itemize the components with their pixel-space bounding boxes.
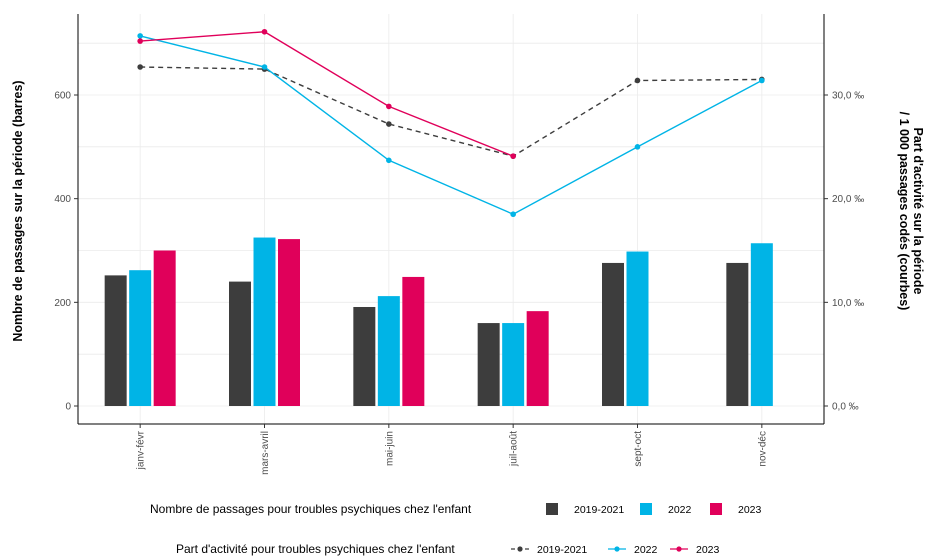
series-point — [386, 103, 392, 110]
bar — [353, 306, 376, 406]
bar — [477, 323, 500, 406]
x-tick-label: juil-août — [509, 431, 520, 467]
axes-layer: 0 200 400 600 0,0 ‰ 10,0 ‰ 20,0 ‰ 30,0 ‰ janv-fé… — [54, 14, 864, 475]
y-tick-label: 400 — [54, 194, 71, 205]
legend-lines-title: Part d'activité pour troubles psychiques… — [176, 542, 455, 556]
series-point — [759, 77, 765, 84]
legend-line-marker — [676, 546, 682, 552]
bar — [253, 237, 276, 406]
x-tick-label: mai-juin — [384, 431, 395, 466]
series-point — [386, 157, 392, 164]
grid-layer — [78, 14, 824, 424]
legend-bar-swatch — [546, 503, 558, 515]
y-tick-label: 200 — [54, 298, 71, 309]
legend-bar-label: 2022 — [668, 504, 692, 516]
series-line — [140, 31, 514, 157]
y2-tick-label: 10,0 ‰ — [832, 298, 864, 309]
y2-tick-label: 0,0 ‰ — [832, 402, 859, 413]
bar — [750, 243, 773, 406]
legend-bar-swatch — [710, 503, 722, 515]
series-line — [139, 35, 763, 215]
bar — [602, 262, 624, 406]
legend-line-label: 2022 — [634, 544, 658, 556]
bar — [278, 239, 300, 406]
series-line — [140, 66, 762, 157]
y2-axis-title-line1: Part d'activité sur la période — [911, 128, 925, 295]
series-point — [386, 121, 392, 127]
bar — [502, 323, 525, 406]
legend: Nombre de passages pour troubles psychiq… — [150, 502, 762, 556]
bar — [129, 270, 152, 406]
x-tick-label: janv-févr — [136, 430, 147, 470]
legend-line-label: 2019-2021 — [537, 544, 587, 556]
series-point — [634, 144, 641, 150]
bar — [153, 250, 176, 406]
legend-bar-label: 2019-2021 — [574, 504, 624, 516]
legend-bar-label: 2023 — [738, 504, 762, 516]
y-tick-label: 0 — [65, 402, 71, 413]
series-point — [510, 153, 516, 159]
y2-tick-label: 30,0 ‰ — [832, 91, 864, 102]
series-point — [261, 28, 268, 35]
bar — [626, 251, 649, 406]
series-point — [261, 64, 268, 70]
series-point — [634, 77, 641, 84]
bar — [726, 262, 749, 406]
lines-layer — [137, 28, 765, 218]
x-tick-label: nov-déc — [757, 431, 768, 467]
x-tick-label: sept-oct — [633, 431, 644, 467]
y2-axis-title-line2: / 1 000 passages codés (courbes) — [897, 112, 911, 311]
bar — [526, 311, 549, 406]
series-point — [510, 211, 516, 218]
series-point — [137, 38, 143, 44]
bars-layer — [104, 237, 773, 406]
y-axis-title: Nombre de passages sur la période (barre… — [11, 80, 25, 341]
bar — [377, 296, 400, 406]
x-tick-label: mars-avril — [260, 431, 271, 475]
y2-tick-label: 20,0 ‰ — [832, 194, 864, 205]
legend-line-marker — [517, 546, 523, 552]
bar — [402, 276, 425, 406]
series-point — [137, 33, 143, 39]
legend-bars-title: Nombre de passages pour troubles psychiq… — [150, 502, 472, 516]
y-tick-label: 600 — [54, 91, 71, 102]
bar — [104, 275, 127, 406]
legend-line-marker — [614, 546, 620, 552]
legend-bar-swatch — [640, 503, 652, 515]
series-point — [137, 64, 143, 70]
bar — [229, 281, 251, 406]
legend-line-label: 2023 — [696, 544, 720, 556]
